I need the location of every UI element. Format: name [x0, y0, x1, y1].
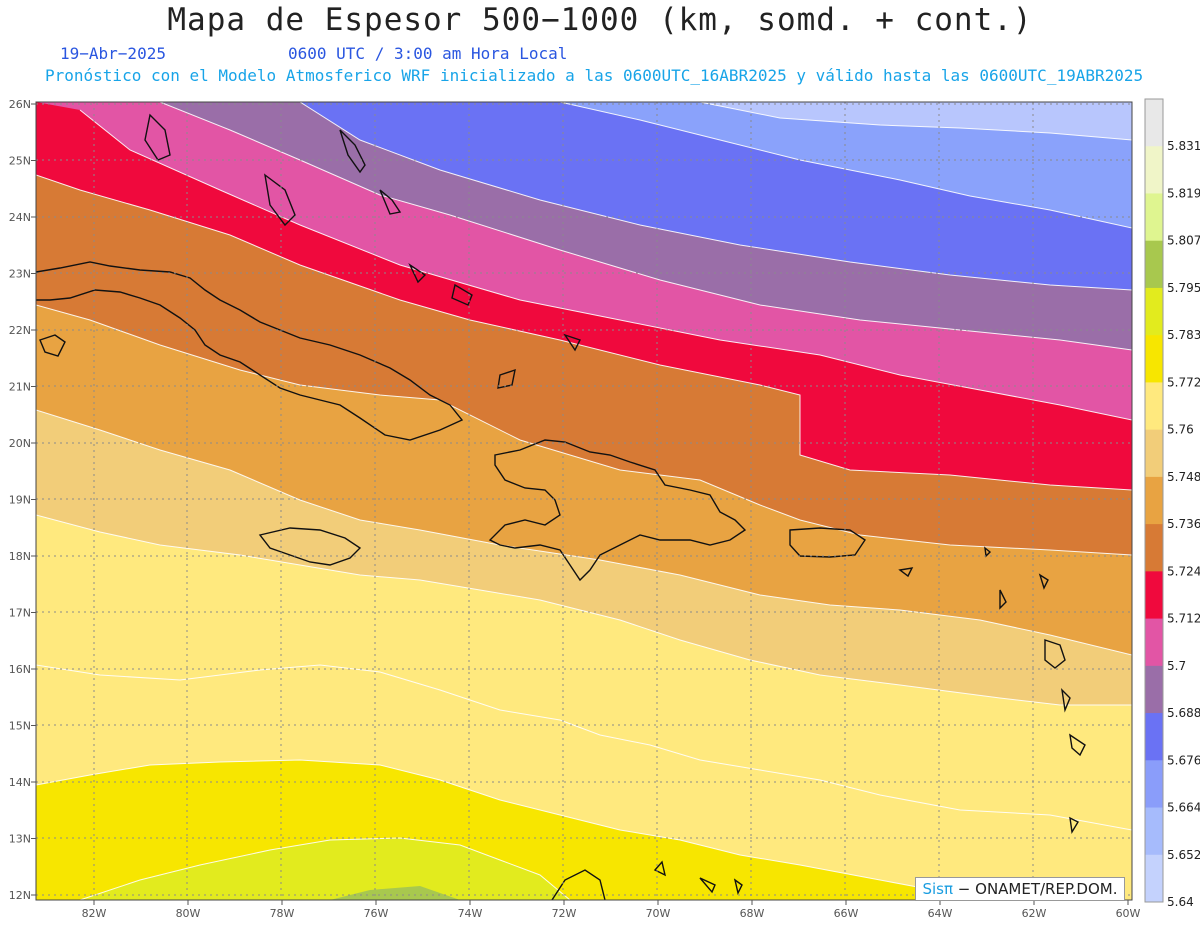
- lon-label: 72W: [552, 907, 577, 920]
- colorbar-label: 5.76: [1167, 423, 1194, 437]
- colorbar-label: 5.652: [1167, 848, 1200, 862]
- lat-label: 20N: [9, 437, 31, 450]
- colorbar-label: 5.772: [1167, 375, 1200, 389]
- map-title: Mapa de Espesor 500−1000 (km, somd. + co…: [167, 2, 1033, 38]
- colorbar-swatch: [1145, 99, 1163, 147]
- coast-cuba: [36, 261, 464, 441]
- colorbar-label: 5.712: [1167, 612, 1200, 626]
- band-5.807: [330, 886, 460, 900]
- coast-hispaniola: [488, 439, 747, 582]
- colorbar-swatch: [1145, 429, 1163, 478]
- lon-label: 78W: [270, 907, 295, 920]
- colorbar-label: 5.783: [1167, 328, 1200, 342]
- colorbar: 5.831 5.819 5.807 5.795 5.783 5.772 5.76 5.748 5…: [1144, 98, 1200, 909]
- lat-label: 12N: [9, 889, 31, 902]
- contour-lines: [36, 102, 1132, 900]
- colorbar-swatch: [1145, 335, 1163, 383]
- lon-label: 74W: [458, 907, 483, 920]
- colorbar-label: 5.676: [1167, 753, 1200, 767]
- lat-label: 17N: [9, 607, 31, 620]
- coast-jamaica: [258, 527, 362, 566]
- lat-label: 13N: [9, 833, 31, 846]
- colorbar-swatch: [1145, 287, 1163, 336]
- colorbar-swatch: [1145, 524, 1163, 572]
- graticule: [36, 102, 1132, 900]
- colorbar-label: 5.807: [1167, 234, 1200, 248]
- lon-label: 82W: [82, 907, 107, 920]
- colorbar-label: 5.736: [1167, 517, 1200, 531]
- lat-label: 15N: [9, 720, 31, 733]
- valid-date: 19−Abr−2025: [60, 44, 166, 63]
- colorbar-swatch: [1145, 713, 1163, 761]
- colorbar-swatch: [1145, 665, 1163, 714]
- colorbar-label: 5.819: [1167, 186, 1200, 200]
- coast-puerto-rico: [789, 527, 866, 558]
- colorbar-label: 5.64: [1167, 895, 1194, 909]
- colorbar-label: 5.748: [1167, 470, 1200, 484]
- colorbar-label: 5.7: [1167, 659, 1186, 673]
- colorbar-swatch: [1145, 193, 1163, 242]
- lon-label: 60W: [1116, 907, 1141, 920]
- map-frame: [35, 101, 1133, 901]
- valid-time: 0600 UTC / 3:00 am Hora Local: [288, 44, 568, 63]
- lat-label: 21N: [9, 381, 31, 394]
- lat-label: 18N: [9, 550, 31, 563]
- lon-label: 64W: [928, 907, 953, 920]
- forecast-description: Pronóstico con el Modelo Atmosferico WRF…: [45, 66, 1144, 85]
- colorbar-label: 5.795: [1167, 281, 1200, 295]
- colorbar-swatch: [1145, 382, 1163, 431]
- latitude-axis: 26N 25N 24N 23N 22N 21N 20N 19N 18N 17N 16N 15N 14N 1…: [9, 98, 36, 902]
- colorbar-frame: [1144, 98, 1164, 903]
- colorbar-swatch: [1145, 476, 1163, 525]
- lon-label: 76W: [364, 907, 389, 920]
- lon-label: 62W: [1022, 907, 1047, 920]
- lat-label: 26N: [9, 98, 31, 111]
- colorbar-swatch: [1145, 240, 1163, 289]
- lat-label: 19N: [9, 494, 31, 507]
- lon-label: 80W: [176, 907, 201, 920]
- lon-label: 70W: [646, 907, 671, 920]
- colorbar-swatch: [1145, 618, 1163, 667]
- longitude-axis: 82W 80W 78W 76W 74W 72W 70W 68W 66W 64W 62W 60W: [82, 900, 1141, 920]
- sispi-logo: Sisπ: [922, 880, 954, 898]
- lat-label: 14N: [9, 776, 31, 789]
- colorbar-swatch: [1145, 760, 1163, 809]
- lat-label: 23N: [9, 268, 31, 281]
- coastlines: [36, 113, 1086, 900]
- colorbar-label: 5.724: [1167, 564, 1200, 578]
- lat-label: 24N: [9, 211, 31, 224]
- lat-label: 25N: [9, 155, 31, 168]
- colorbar-swatch: [1145, 146, 1163, 194]
- colorbar-label: 5.664: [1167, 801, 1200, 815]
- colorbar-label: 5.831: [1167, 139, 1200, 153]
- band-5.795: [80, 838, 570, 900]
- colorbar-label: 5.688: [1167, 706, 1200, 720]
- credit-text: − ONAMET/REP.DOM.: [957, 880, 1118, 898]
- colorbar-swatch: [1145, 854, 1163, 903]
- credit-box: Sisπ − ONAMET/REP.DOM.: [915, 877, 1125, 901]
- lon-label: 68W: [740, 907, 765, 920]
- coast-isla-juventud: [39, 334, 66, 357]
- lat-label: 22N: [9, 324, 31, 337]
- thickness-bands: [36, 102, 1132, 900]
- lon-label: 66W: [834, 907, 859, 920]
- colorbar-swatch: [1145, 571, 1163, 620]
- colorbar-swatch: [1145, 807, 1163, 856]
- lat-label: 16N: [9, 663, 31, 676]
